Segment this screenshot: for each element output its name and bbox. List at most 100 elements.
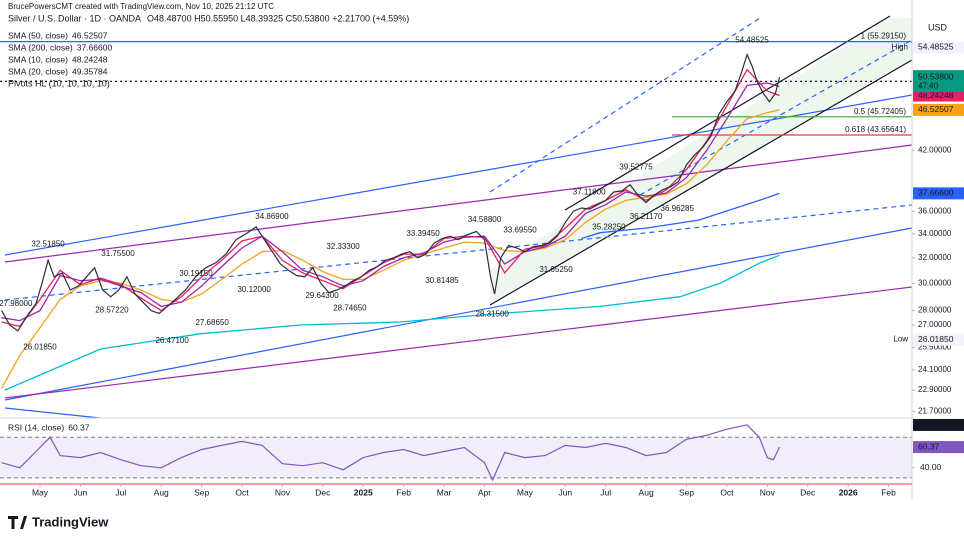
low-tag: Low	[893, 335, 908, 344]
x-tick-label: Aug	[639, 487, 654, 497]
x-tick-label: Feb	[881, 487, 896, 497]
rsi-tick-label: 40.00	[920, 462, 942, 472]
x-tick-label: Aug	[154, 487, 169, 497]
dashed-line	[639, 39, 913, 196]
trend-line	[4, 144, 913, 263]
x-tick-label: Jun	[74, 487, 88, 497]
trend-line	[4, 227, 913, 401]
y-tick-label: 21.70000	[918, 406, 952, 415]
pivot-label: 31.75500	[101, 249, 135, 258]
legend-value: 37.66600	[77, 42, 113, 52]
trend-line	[4, 407, 101, 419]
channel-fill	[490, 18, 912, 305]
pivot-label: 33.39450	[406, 229, 440, 238]
x-tick-label: Jul	[115, 487, 126, 497]
rsi-title: RSI (14, close)	[8, 422, 64, 432]
pivot-label: 28.74650	[333, 303, 367, 312]
x-tick-label: Dec	[800, 487, 816, 497]
rsi-last-label: 60.37	[918, 441, 940, 451]
legend-value: 49.35784	[72, 66, 108, 76]
x-tick-label: Apr	[478, 487, 491, 497]
y-tick-label: 22.90000	[918, 385, 952, 394]
x-tick-label: Jun	[558, 487, 572, 497]
pivot-label: 54.48525	[735, 36, 769, 45]
price-line	[1, 52, 781, 332]
pivot-label: 26.01850	[23, 343, 57, 352]
price-box-label: 46.52507	[918, 104, 954, 114]
x-tick-label: Sep	[679, 487, 694, 497]
price-box	[913, 187, 964, 200]
low-label: 26.01850	[918, 334, 954, 344]
y-tick-label: 36.00000	[918, 206, 952, 215]
channel-line	[489, 59, 913, 306]
indicator-legend: Pivots HL (10, 10, 10, 10)	[8, 78, 110, 88]
legend-value: 46.52507	[72, 30, 108, 40]
logo-icon	[8, 516, 27, 529]
pivot-label: 27.98000	[0, 299, 33, 308]
x-tick-label: 2025	[354, 487, 373, 497]
trend-line	[4, 286, 913, 399]
pivot-label: 35.28250	[592, 222, 626, 231]
x-tick-label: Dec	[315, 487, 331, 497]
last-price-label: 50.53800	[918, 71, 954, 81]
pivot-label: 30.19150	[179, 269, 213, 278]
ma-line	[1, 82, 780, 322]
pivot-label: 33.69550	[503, 226, 537, 235]
price-box	[913, 103, 964, 116]
rsi-band	[0, 437, 912, 478]
x-tick-label: May	[517, 487, 534, 497]
rsi-line	[1, 424, 781, 482]
pivot-label: 34.58800	[468, 215, 502, 224]
legend-name: SMA (200, close)	[8, 42, 73, 52]
y-tick-label: 42.00000	[918, 145, 952, 154]
fib-label: 1 (55.29150)	[861, 32, 907, 41]
pivot-label: 32.51850	[31, 240, 65, 249]
pivot-label: 34.86900	[255, 212, 289, 221]
price-box-label: 48.24248	[918, 90, 954, 100]
x-tick-label: Nov	[760, 487, 776, 497]
pivot-label: 37.11800	[573, 187, 606, 196]
y-tick-label: 24.10000	[918, 365, 952, 374]
pivot-label: 28.31500	[475, 309, 509, 318]
credit: BrucePowersCMT created with TradingView.…	[8, 2, 274, 11]
y-tick-label: 30.00000	[918, 278, 952, 287]
pivot-label: 36.96285	[661, 204, 695, 213]
ma-line	[4, 254, 780, 391]
legend-name: SMA (10, close)	[8, 54, 68, 64]
channel-line	[564, 15, 891, 211]
brand-logo: TradingView	[8, 514, 109, 529]
pivot-label: 28.57220	[95, 306, 129, 315]
low-box	[913, 333, 964, 346]
fib-label: 0.618 (43.65641)	[845, 125, 906, 134]
dashed-line	[4, 204, 913, 301]
x-tick-label: Oct	[235, 487, 249, 497]
rsi-high-label: 82.17	[918, 419, 940, 429]
legend-name: SMA (50, close)	[8, 30, 68, 40]
pivot-label: 27.68650	[195, 318, 229, 327]
x-tick-label: 2026	[839, 487, 858, 497]
brand: TradingView	[32, 514, 109, 529]
pivot-label: 32.33300	[326, 242, 360, 251]
y-tick-label: 32.00000	[918, 253, 952, 262]
trend-line	[4, 94, 913, 256]
ma-line	[581, 192, 780, 240]
x-tick-label: Mar	[437, 487, 452, 497]
price-box	[913, 89, 964, 102]
ohlc: O48.48700 H50.55950 L48.39325 C50.53800 …	[147, 13, 409, 23]
y-tick-label: 28.00000	[918, 306, 952, 315]
rsi-value: 60.37	[68, 422, 90, 432]
last-price-box	[913, 70, 964, 93]
rsi-last-box	[913, 441, 964, 454]
pivot-label: 30.81485	[425, 276, 459, 285]
pivot-label: 31.65250	[539, 265, 573, 274]
drawings	[4, 15, 913, 419]
high-label: 54.48525	[918, 42, 954, 52]
x-tick-label: May	[32, 487, 49, 497]
pivot-label: 29.64300	[305, 291, 339, 300]
high-tag: High	[892, 43, 908, 52]
fib-label: 0.5 (45.72405)	[854, 107, 906, 116]
pivot-label: 30.12000	[237, 285, 271, 294]
x-tick-label: Nov	[275, 487, 291, 497]
x-tick-label: Feb	[396, 487, 411, 497]
